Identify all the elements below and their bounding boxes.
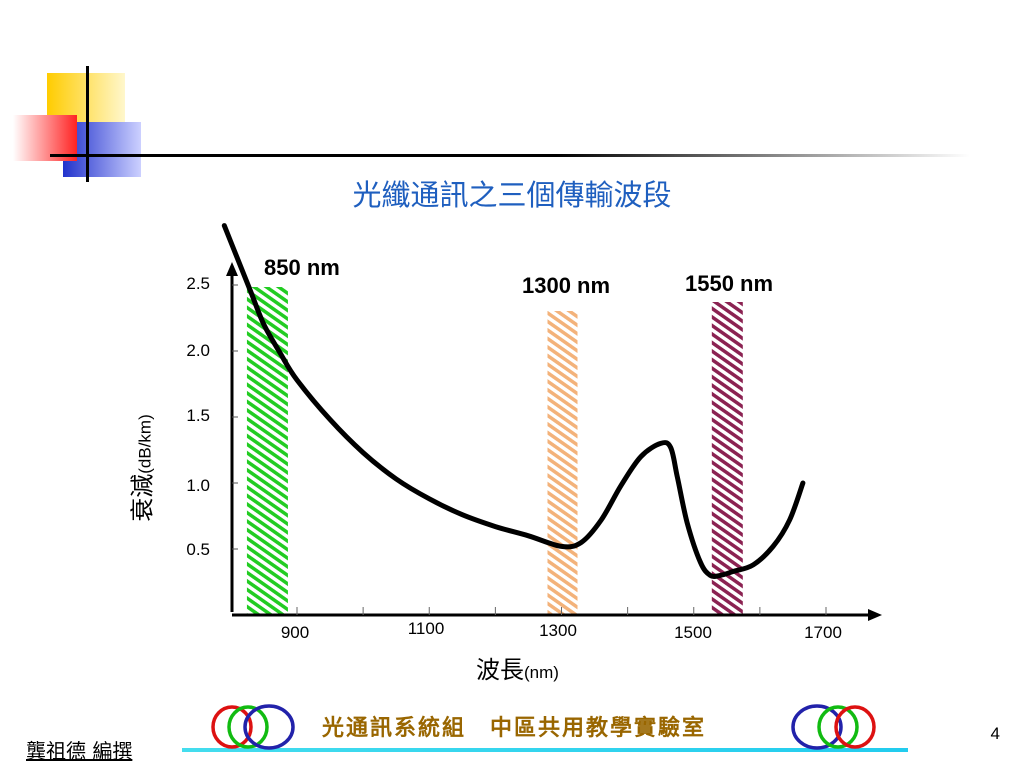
x-tick-label: 1100: [407, 619, 445, 638]
rings-logo-right: [791, 704, 876, 750]
bands-layer: [246, 287, 743, 615]
page-number: 4: [990, 724, 1000, 743]
band-label-1300: 1300 nm: [522, 273, 611, 298]
x-axis-unit: (nm): [524, 663, 559, 682]
band-label-1550: 1550 nm: [685, 271, 774, 296]
x-tick-label: 900: [280, 623, 310, 642]
curve-layer: [221, 223, 806, 580]
page-title: 光纖通訊之三個傳輸波段: [352, 178, 672, 212]
x-tick-label: 1700: [804, 623, 842, 642]
x-tick-label: 1300: [539, 621, 577, 640]
y-tick-label: 2.0: [186, 341, 210, 360]
y-tick-label: 1.5: [186, 406, 210, 425]
y-tick-label: 0.5: [186, 540, 210, 559]
x-axis-label-text: 波長: [476, 656, 524, 684]
y-axis-label-text: 衰減: [128, 473, 157, 522]
attenuation-curve: [221, 223, 806, 580]
footer-decoration: [182, 704, 908, 752]
y-axis-unit: (dB/km): [135, 414, 155, 474]
rings-logo-left: [211, 704, 295, 750]
header-decoration: [13, 66, 970, 182]
header-rule: [50, 154, 970, 157]
footer-rule: [182, 748, 908, 752]
author-credit: 龔祖德 編撰: [26, 739, 133, 763]
band-1300nm: [547, 311, 578, 615]
y-tick-label: 1.0: [186, 476, 210, 495]
y-axis-label: 衰減(dB/km): [123, 414, 158, 522]
lab-name: 光通訊系統組 中區共用教學實驗室: [322, 715, 707, 741]
y-axis-arrow: [226, 262, 238, 276]
tick-marks: [232, 284, 827, 615]
band-850nm: [246, 287, 288, 615]
band-1550nm: [711, 302, 743, 615]
red-square: [13, 115, 77, 161]
axes-layer: [226, 262, 882, 621]
x-axis-arrow: [868, 609, 882, 621]
band-label-850: 850 nm: [264, 255, 340, 280]
x-axis-label: 波長(nm): [476, 650, 559, 685]
vertical-rule: [86, 66, 89, 182]
x-tick-label: 1500: [674, 623, 712, 642]
y-tick-label: 2.5: [186, 274, 210, 293]
